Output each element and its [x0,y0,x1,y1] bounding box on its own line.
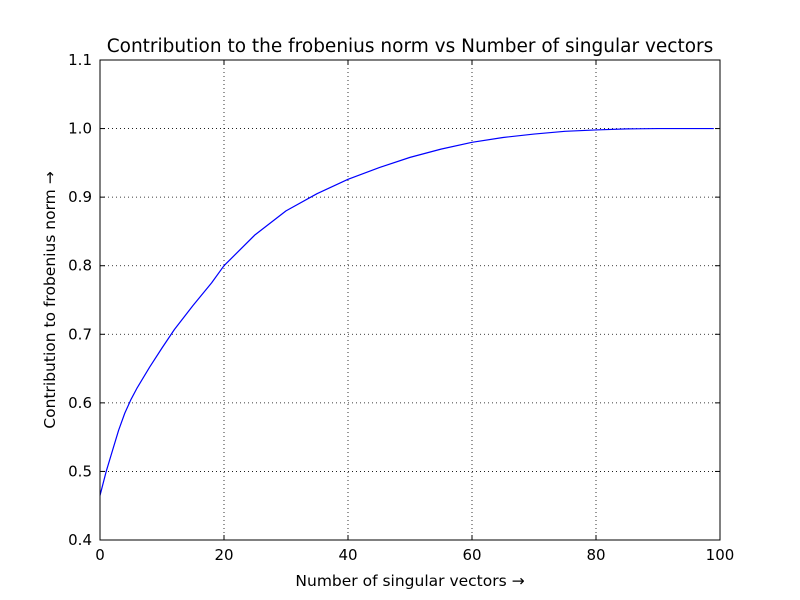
ticks [99,59,721,541]
x-tick-label: 100 [706,546,735,564]
y-tick-label: 0.9 [68,188,92,206]
tick-labels: 0 20 40 60 80 100 0.4 0.5 0.6 0.7 0.8 0.9 1.0 1.1 [68,51,734,564]
y-tick-label: 0.8 [68,257,92,275]
x-tick-label: 40 [338,546,357,564]
y-tick-label: 0.5 [68,462,92,480]
y-tick-label: 1.1 [68,51,92,69]
series-line [99,127,714,496]
y-tick-label: 1.0 [68,120,92,138]
chart-title: Contribution to the frobenius norm vs Nu… [107,36,714,57]
x-tick-label: 60 [462,546,481,564]
plot-frame [99,59,721,541]
y-tick-label: 0.7 [68,325,92,343]
x-tick-label: 80 [586,546,605,564]
y-tick-label: 0.4 [68,531,92,549]
y-axis-label: Contribution to frobenius norm → [41,171,59,428]
series-layer [99,127,714,496]
x-tick-label: 20 [214,546,233,564]
x-axis-label: Number of singular vectors → [295,572,524,590]
y-tick-label: 0.6 [68,394,92,412]
x-tick-label: 0 [95,546,105,564]
